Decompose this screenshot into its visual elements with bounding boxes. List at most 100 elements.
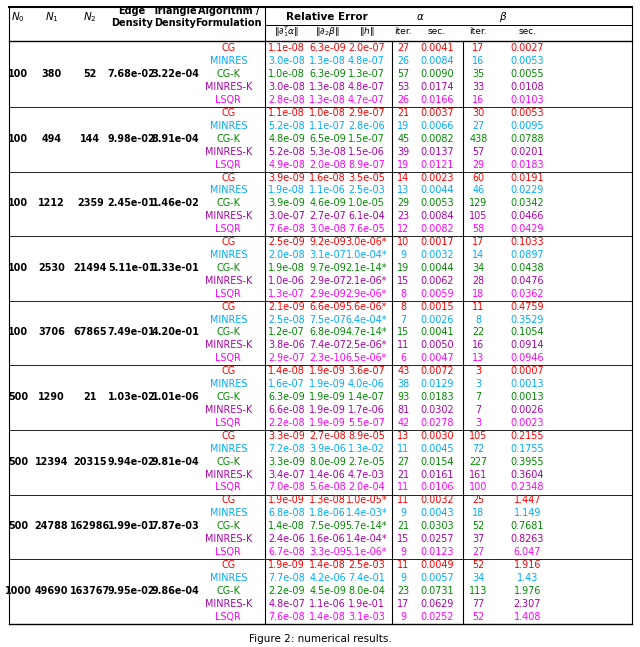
Text: 4.2e-06: 4.2e-06 <box>309 573 346 583</box>
Text: 3.0e-06*: 3.0e-06* <box>346 237 387 247</box>
Text: 3.4e-07: 3.4e-07 <box>268 470 305 479</box>
Text: 6.3e-09: 6.3e-09 <box>268 392 305 402</box>
Text: 15: 15 <box>397 276 410 286</box>
Text: 100: 100 <box>8 199 28 208</box>
Text: 7.49e-01: 7.49e-01 <box>108 327 156 338</box>
Text: 22: 22 <box>472 327 484 338</box>
Text: 0.8263: 0.8263 <box>511 534 544 544</box>
Text: 11: 11 <box>397 340 410 351</box>
Text: 3.0e-08: 3.0e-08 <box>309 225 346 234</box>
Text: 6.3e-09: 6.3e-09 <box>309 69 346 79</box>
Text: 0.0090: 0.0090 <box>420 69 454 79</box>
Text: 100: 100 <box>8 69 28 79</box>
Text: 1.408: 1.408 <box>513 611 541 622</box>
Text: MINRES-K: MINRES-K <box>205 534 252 544</box>
Text: CG-K: CG-K <box>216 586 240 596</box>
Text: 3.22e-04: 3.22e-04 <box>152 69 200 79</box>
Text: 0.0106: 0.0106 <box>420 483 454 492</box>
Text: 38: 38 <box>397 379 410 389</box>
Text: 9: 9 <box>400 547 406 557</box>
Text: MINRES-K: MINRES-K <box>205 405 252 415</box>
Text: CG: CG <box>221 43 236 54</box>
Text: 1.4e-07: 1.4e-07 <box>348 392 385 402</box>
Text: 4.8e-07: 4.8e-07 <box>268 598 305 609</box>
Text: 13: 13 <box>472 353 484 364</box>
Text: 1000: 1000 <box>5 586 32 596</box>
Text: 162986: 162986 <box>70 521 110 531</box>
Text: CG: CG <box>221 496 236 505</box>
Text: 0.0017: 0.0017 <box>420 237 454 247</box>
Text: 7.2e-08: 7.2e-08 <box>268 444 305 454</box>
Text: 1.9e-01: 1.9e-01 <box>348 598 385 609</box>
Text: 0.0050: 0.0050 <box>420 340 454 351</box>
Text: 8.0e-04: 8.0e-04 <box>348 586 385 596</box>
Text: 8: 8 <box>400 289 406 299</box>
Text: 5.6e-06*: 5.6e-06* <box>346 302 387 312</box>
Text: 0.1054: 0.1054 <box>511 327 544 338</box>
Text: 0.0053: 0.0053 <box>511 108 544 118</box>
Text: 3.0e-07: 3.0e-07 <box>268 212 305 221</box>
Text: 24788: 24788 <box>35 521 68 531</box>
Text: 2.7e-07: 2.7e-07 <box>309 212 346 221</box>
Text: 500: 500 <box>8 392 28 402</box>
Text: 1.4e-08: 1.4e-08 <box>309 560 346 570</box>
Text: MINRES-K: MINRES-K <box>205 147 252 157</box>
Text: 1.46e-02: 1.46e-02 <box>152 199 200 208</box>
Text: 0.0095: 0.0095 <box>511 121 544 131</box>
Text: $\alpha$: $\alpha$ <box>416 12 424 22</box>
Text: 0.0041: 0.0041 <box>420 327 454 338</box>
Text: 3.3e-09: 3.3e-09 <box>309 547 346 557</box>
Text: 6.8e-09: 6.8e-09 <box>309 327 346 338</box>
Text: 1.2e-07: 1.2e-07 <box>268 327 305 338</box>
Text: 0.3604: 0.3604 <box>511 470 544 479</box>
Text: 26: 26 <box>397 56 409 67</box>
Text: LSQR: LSQR <box>216 547 241 557</box>
Text: 0.0123: 0.0123 <box>420 547 454 557</box>
Text: 8.9e-05: 8.9e-05 <box>348 431 385 441</box>
Text: 3.3e-09: 3.3e-09 <box>268 431 305 441</box>
Text: 39: 39 <box>397 147 410 157</box>
Text: 5.1e-06*: 5.1e-06* <box>346 547 387 557</box>
Text: 1.9e-09: 1.9e-09 <box>309 392 346 402</box>
Text: 0.0629: 0.0629 <box>420 598 454 609</box>
Text: 0.0007: 0.0007 <box>511 366 544 377</box>
Text: 7.6e-08: 7.6e-08 <box>268 225 305 234</box>
Text: 27: 27 <box>397 43 410 54</box>
Text: LSQR: LSQR <box>216 95 241 105</box>
Text: 1.3e-07: 1.3e-07 <box>348 69 385 79</box>
Text: 100: 100 <box>8 134 28 144</box>
Text: 60: 60 <box>472 173 484 182</box>
Text: 1.4e-08: 1.4e-08 <box>309 611 346 622</box>
Text: 7.0e-08: 7.0e-08 <box>268 483 305 492</box>
Text: 0.2348: 0.2348 <box>511 483 544 492</box>
Text: 2.5e-06*: 2.5e-06* <box>346 340 387 351</box>
Text: 0.3955: 0.3955 <box>511 457 544 466</box>
Text: CG-K: CG-K <box>216 69 240 79</box>
Text: 8: 8 <box>476 314 481 325</box>
Text: MINRES: MINRES <box>209 250 247 260</box>
Text: 100: 100 <box>8 327 28 338</box>
Text: 0.0229: 0.0229 <box>511 186 544 195</box>
Text: 1.33e-01: 1.33e-01 <box>152 263 199 273</box>
Text: LSQR: LSQR <box>216 483 241 492</box>
Text: MINRES: MINRES <box>209 444 247 454</box>
Text: 163767: 163767 <box>70 586 110 596</box>
Text: CG-K: CG-K <box>216 457 240 466</box>
Text: 45: 45 <box>397 134 410 144</box>
Text: 4.7e-14*: 4.7e-14* <box>346 327 387 338</box>
Text: 0.0026: 0.0026 <box>511 405 544 415</box>
Text: 1212: 1212 <box>38 199 65 208</box>
Text: 161: 161 <box>469 470 488 479</box>
Text: 2.9e-07: 2.9e-07 <box>309 276 346 286</box>
Text: 0.0015: 0.0015 <box>420 302 454 312</box>
Text: 2.8e-08: 2.8e-08 <box>268 95 305 105</box>
Text: 0.0137: 0.0137 <box>420 147 454 157</box>
Text: 0.0044: 0.0044 <box>420 263 454 273</box>
Text: 5.2e-08: 5.2e-08 <box>268 147 305 157</box>
Text: 13: 13 <box>397 186 410 195</box>
Text: 4.9e-08: 4.9e-08 <box>268 160 305 170</box>
Text: 46: 46 <box>472 186 484 195</box>
Text: 9: 9 <box>400 509 406 518</box>
Text: 3: 3 <box>476 366 481 377</box>
Text: CG: CG <box>221 302 236 312</box>
